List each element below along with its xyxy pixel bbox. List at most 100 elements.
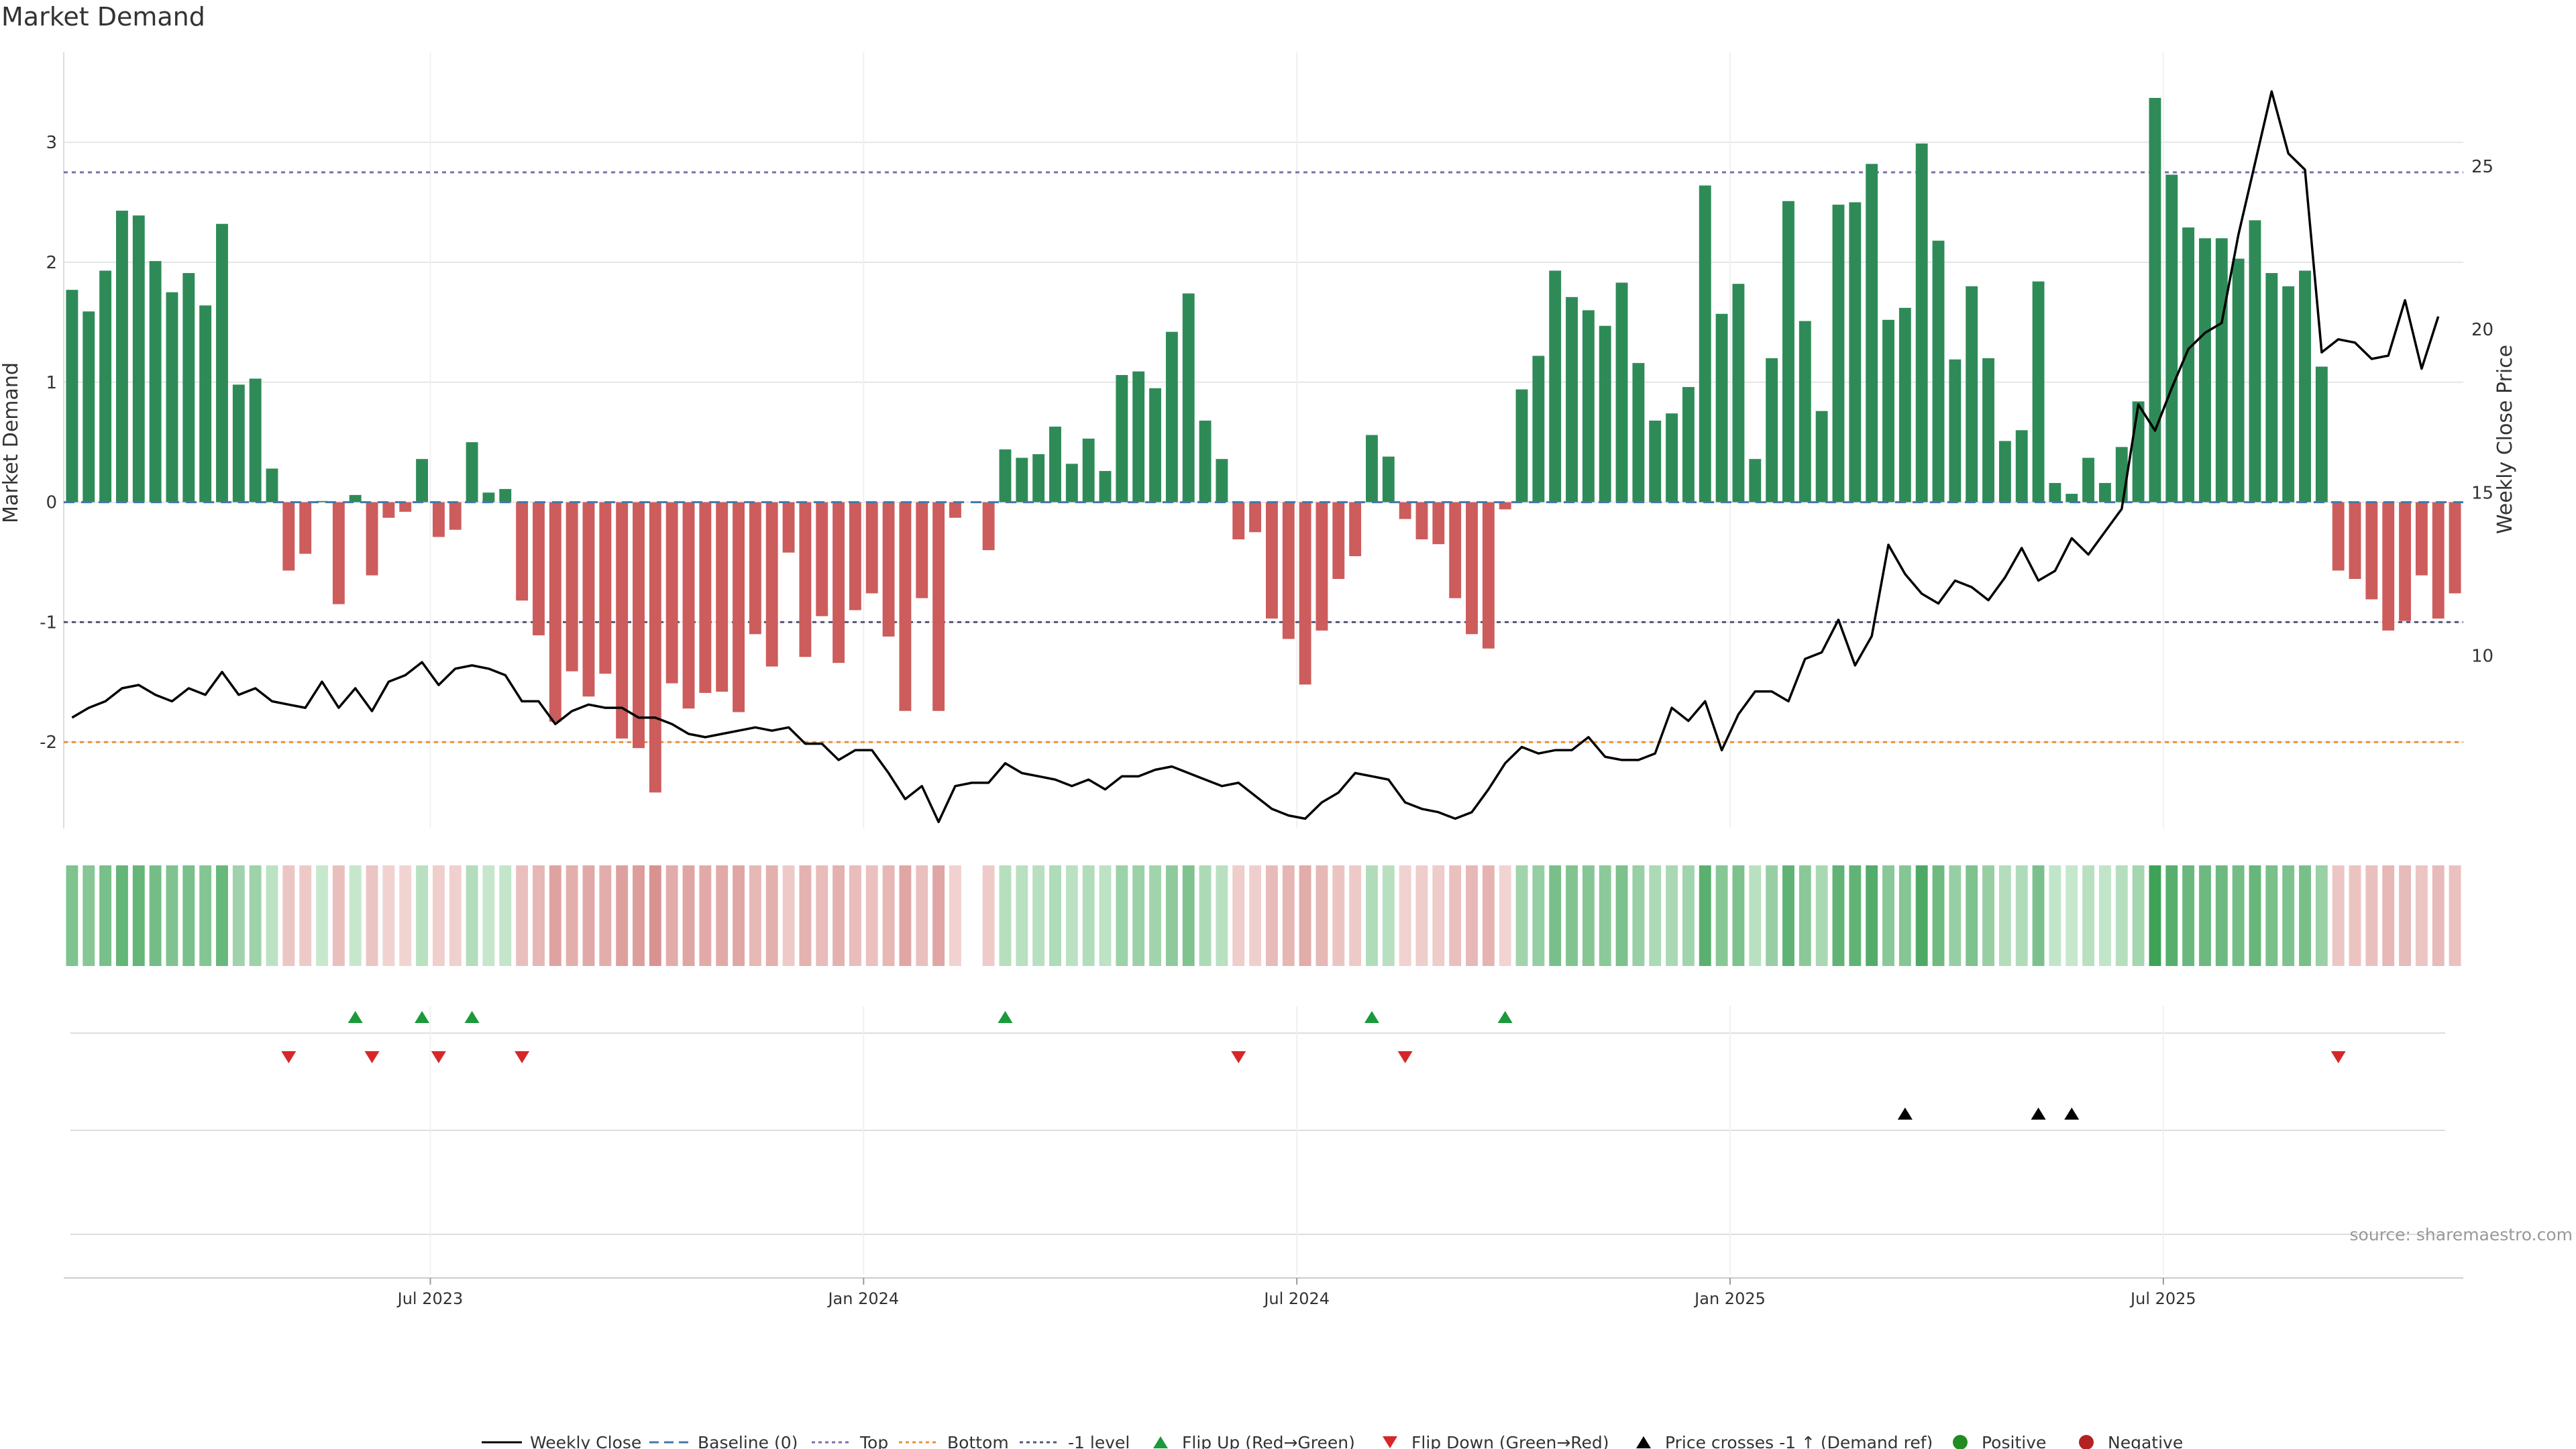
demand-bar-positive (266, 468, 278, 502)
demand-bar-positive (1382, 456, 1395, 502)
heat-cell-negative (1399, 865, 1411, 966)
demand-bar-negative (865, 502, 878, 594)
heat-cell-negative (1316, 865, 1328, 966)
demand-bar-positive (1216, 459, 1228, 502)
heat-cell-negative (916, 865, 928, 966)
x-axis: Jul 2023 Jan 2024 Jul 2024 Jan 2025 Jul 2025 (64, 1277, 2463, 1308)
demand-bar-negative (533, 502, 545, 636)
demand-bar-positive (1582, 310, 1595, 502)
heat-cell-positive (1082, 865, 1095, 966)
demand-bar-positive (1199, 420, 1212, 502)
demand-bar-positive (1782, 201, 1794, 502)
heat-cell-negative (1265, 865, 1278, 966)
flip-up-marker (347, 1011, 363, 1023)
demand-bar-positive (1549, 270, 1562, 502)
flip-up-marker (415, 1011, 430, 1023)
flip-down-marker (1231, 1051, 1246, 1063)
heat-cell-positive (1898, 865, 1911, 966)
heat-cell-negative (1249, 865, 1262, 966)
heat-cell-positive (266, 865, 278, 966)
y2-tick-label: 25 (2471, 157, 2493, 177)
demand-bar-positive (1699, 185, 1711, 502)
heat-cell-negative (549, 865, 561, 966)
demand-bar-negative (2349, 502, 2361, 580)
heat-cell-positive (1382, 865, 1395, 966)
flip-down-marker (1397, 1051, 1413, 1063)
demand-bar-negative (1282, 502, 1295, 639)
heat-cell-negative (849, 865, 861, 966)
demand-bar-negative (1482, 502, 1495, 649)
demand-bar-positive (2299, 270, 2311, 502)
demand-bar-negative (982, 502, 995, 551)
demand-bar-negative (1399, 502, 1411, 519)
demand-bar-negative (432, 502, 445, 537)
legend-label: Flip Down (Green→Red) (1411, 1433, 1609, 1449)
demand-bar-negative (599, 502, 612, 674)
heat-cell-positive (1715, 865, 1728, 966)
heat-cell-positive (1116, 865, 1128, 966)
flip-up-marker (1364, 1011, 1379, 1023)
heat-cell-negative (1466, 865, 1478, 966)
heat-cell-positive (1065, 865, 1078, 966)
heat-cell-negative (765, 865, 778, 966)
heat-cell-positive (1882, 865, 1894, 966)
heat-cell-positive (1782, 865, 1794, 966)
demand-bar-positive (416, 459, 429, 502)
heat-cell-negative (1349, 865, 1362, 966)
demand-bar-positive (182, 273, 195, 502)
demand-bar-positive (1749, 459, 1762, 502)
demand-bar-negative (765, 502, 778, 667)
demand-bar-negative (449, 502, 462, 530)
demand-bar-negative (282, 502, 295, 571)
legend-label: Price crosses -1 ↑ (Demand ref) (1665, 1433, 1933, 1449)
heat-cell-negative (2382, 865, 2395, 966)
demand-bar-negative (2365, 502, 2378, 600)
demand-bar-positive (1949, 359, 1962, 502)
flip-down-marker (2330, 1051, 2346, 1063)
main-gridlines (64, 52, 2463, 828)
demand-bar-negative (633, 502, 645, 749)
demand-bar-positive (1016, 458, 1028, 502)
demand-bar-positive (1632, 363, 1645, 502)
demand-bar-positive (99, 270, 112, 502)
heat-cell-positive (1966, 865, 1978, 966)
demand-bar-positive (1065, 464, 1078, 502)
demand-bar-negative (616, 502, 629, 739)
demand-bar-positive (2249, 220, 2261, 502)
heat-cell-positive (2265, 865, 2278, 966)
demand-bar-positive (2215, 238, 2228, 502)
demand-bar-negative (882, 502, 895, 637)
heat-cell-positive (1566, 865, 1578, 966)
heat-cell-negative (332, 865, 345, 966)
heat-cell-positive (1599, 865, 1611, 966)
demand-bar-positive (1599, 325, 1611, 502)
price-cross-marker (2031, 1108, 2046, 1120)
demand-bar-positive (1165, 331, 1178, 502)
demand-bar-positive (1932, 240, 1945, 502)
demand-bar-negative (332, 502, 345, 604)
demand-bar-negative (816, 502, 828, 616)
demand-bar-positive (2015, 430, 2028, 502)
demand-bar-positive (1815, 411, 1828, 502)
heat-cell-negative (865, 865, 878, 966)
heat-cell-negative (449, 865, 462, 966)
demand-bar-positive (1882, 319, 1894, 502)
flip-down-marker (515, 1051, 530, 1063)
heat-cell-negative (1449, 865, 1462, 966)
demand-bar-negative (1232, 502, 1245, 540)
demand-bar-positive (2199, 238, 2211, 502)
y-tick-label: 2 (46, 253, 57, 273)
demand-bar-positive (1615, 282, 1628, 502)
x-tick-label: Jul 2024 (1263, 1289, 1330, 1308)
demand-bar-negative (849, 502, 861, 610)
heat-cell-positive (1998, 865, 2011, 966)
heat-cell-positive (2149, 865, 2161, 966)
legend-label: -1 level (1068, 1433, 1130, 1449)
heat-cell-positive (2199, 865, 2211, 966)
demand-bar-positive (166, 292, 178, 502)
heat-cell-negative (599, 865, 612, 966)
demand-bar-positive (2315, 366, 2328, 502)
heat-cell-negative (1499, 865, 1511, 966)
demand-bar-positive (1082, 438, 1095, 502)
heat-cell-positive (2065, 865, 2078, 966)
